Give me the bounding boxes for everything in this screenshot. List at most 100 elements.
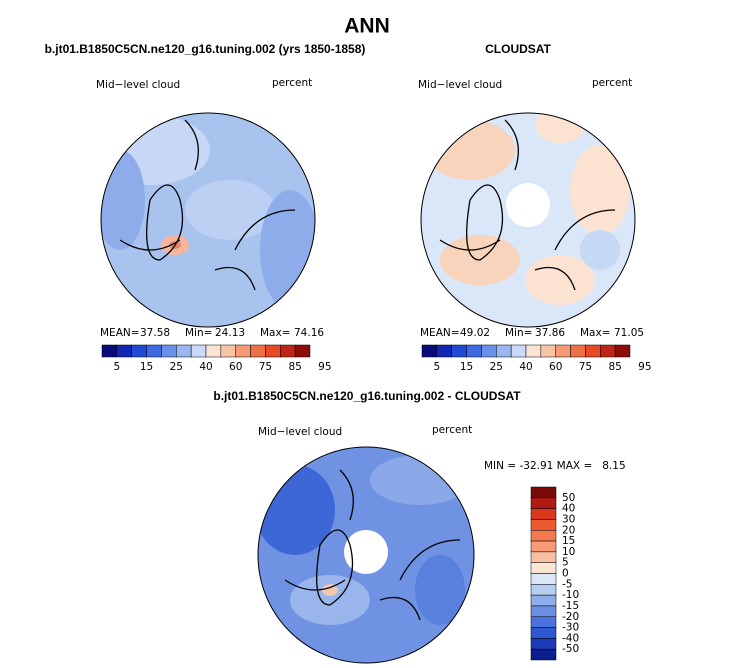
colorbar-label: 60 bbox=[229, 361, 242, 373]
colorbar-swatch bbox=[525, 344, 542, 358]
colorbar-label: -40 bbox=[562, 632, 579, 644]
colorbar-swatch bbox=[235, 344, 251, 358]
colorbar-swatch bbox=[585, 344, 601, 358]
stats: Min= bbox=[185, 327, 212, 339]
colorbar-swatch bbox=[530, 605, 557, 617]
colorbar-label: 85 bbox=[608, 361, 621, 373]
colorbar-swatch bbox=[451, 344, 467, 358]
colorbar-swatch bbox=[600, 344, 616, 358]
colorbar-label: 25 bbox=[490, 361, 503, 373]
colorbar-label: 5 bbox=[434, 361, 441, 373]
stats: 24.13 bbox=[215, 327, 245, 339]
colorbar-swatch bbox=[265, 344, 281, 358]
colorbar-swatch bbox=[530, 508, 557, 520]
colorbar-label: 75 bbox=[579, 361, 592, 373]
stats: MEAN= bbox=[420, 327, 460, 339]
colorbar-swatch bbox=[205, 344, 222, 358]
colorbar-swatch bbox=[294, 344, 311, 358]
stats: Min= bbox=[505, 327, 532, 339]
colorbar-label: -10 bbox=[562, 589, 579, 601]
colorbar-swatch bbox=[530, 551, 557, 563]
title: ANN bbox=[344, 15, 390, 38]
map bbox=[258, 447, 474, 663]
stats: 37.86 bbox=[535, 327, 565, 339]
stats: 37.58 bbox=[140, 327, 170, 339]
colorbar-label: 50 bbox=[562, 492, 575, 504]
colorbar-label: 95 bbox=[318, 361, 331, 373]
colorbar-swatch bbox=[530, 627, 557, 639]
colorbar-swatch bbox=[530, 573, 557, 585]
map bbox=[421, 113, 635, 327]
stats: 74.16 bbox=[294, 327, 324, 339]
colorbar-swatch bbox=[530, 616, 557, 628]
colorbar-swatch bbox=[530, 530, 557, 542]
units-label: percent bbox=[592, 77, 632, 89]
colorbar-label: 25 bbox=[170, 361, 183, 373]
stats: 49.02 bbox=[460, 327, 490, 339]
stats: Max= bbox=[580, 327, 611, 339]
map-border bbox=[100, 112, 316, 328]
units-label: percent bbox=[432, 424, 472, 436]
colorbar-label: -15 bbox=[562, 600, 579, 612]
stats: MEAN= bbox=[100, 327, 140, 339]
map bbox=[101, 113, 315, 327]
colorbar-swatch bbox=[161, 344, 177, 358]
colorbar-label: 5 bbox=[114, 361, 121, 373]
colorbar-swatch bbox=[614, 344, 631, 358]
stats: 71.05 bbox=[614, 327, 644, 339]
colorbar-swatch bbox=[530, 497, 557, 509]
panel-heading: b.jt01.B1850C5CN.ne120_g16.tuning.002 - … bbox=[213, 389, 521, 403]
variable-label: Mid−level cloud bbox=[96, 79, 180, 91]
colorbar-label: 40 bbox=[562, 503, 575, 515]
colorbar-swatch bbox=[530, 594, 557, 607]
colorbar-swatch bbox=[570, 344, 586, 358]
colorbar-swatch bbox=[190, 344, 207, 358]
colorbar-swatch bbox=[466, 344, 482, 358]
colorbar-swatch bbox=[530, 540, 557, 553]
colorbar-label: 30 bbox=[562, 513, 575, 525]
colorbar-swatch bbox=[530, 562, 557, 574]
variable-label: Mid−level cloud bbox=[258, 426, 342, 438]
colorbar-swatch bbox=[146, 344, 162, 358]
colorbar-label: 15 bbox=[562, 535, 575, 547]
colorbar-swatch bbox=[421, 344, 438, 358]
colorbar-swatch bbox=[530, 584, 557, 596]
colorbar-swatch bbox=[530, 648, 557, 661]
colorbar-label: -5 bbox=[562, 578, 572, 590]
stats: MIN = -32.91 MAX = 8.15 bbox=[484, 460, 626, 472]
colorbar-label: 40 bbox=[199, 361, 212, 373]
colorbar-label: 10 bbox=[562, 546, 575, 558]
colorbar-swatch bbox=[555, 344, 571, 358]
colorbar-label: -30 bbox=[562, 622, 579, 634]
colorbar-swatch bbox=[116, 344, 132, 358]
colorbar-swatch bbox=[131, 344, 147, 358]
colorbar-swatch bbox=[530, 519, 557, 531]
colorbar-swatch bbox=[101, 344, 118, 358]
colorbar-swatch bbox=[530, 486, 557, 499]
colorbar-swatch bbox=[220, 344, 236, 358]
colorbar-label: 15 bbox=[140, 361, 153, 373]
colorbar-label: -50 bbox=[562, 643, 579, 655]
colorbar-label: 20 bbox=[562, 524, 575, 536]
colorbar-swatch bbox=[250, 344, 266, 358]
colorbar-swatch bbox=[280, 344, 296, 358]
stats: Max= bbox=[260, 327, 291, 339]
colorbar-label: 85 bbox=[288, 361, 301, 373]
panel-heading: b.jt01.B1850C5CN.ne120_g16.tuning.002 (y… bbox=[45, 42, 366, 56]
colorbar-swatch bbox=[481, 344, 497, 358]
variable-label: Mid−level cloud bbox=[418, 79, 502, 91]
colorbar-label: 15 bbox=[460, 361, 473, 373]
colorbar-label: 5 bbox=[562, 557, 569, 569]
colorbar-swatch bbox=[510, 344, 527, 358]
colorbar-label: 60 bbox=[549, 361, 562, 373]
map-border bbox=[420, 112, 636, 328]
colorbar-label: 75 bbox=[259, 361, 272, 373]
colorbar-swatch bbox=[530, 638, 557, 650]
colorbar-swatch bbox=[496, 344, 512, 358]
units-label: percent bbox=[272, 77, 312, 89]
colorbar-swatch bbox=[176, 344, 192, 358]
colorbar-label: 0 bbox=[562, 568, 569, 580]
map-border bbox=[257, 446, 475, 664]
colorbar-label: -20 bbox=[562, 611, 579, 623]
